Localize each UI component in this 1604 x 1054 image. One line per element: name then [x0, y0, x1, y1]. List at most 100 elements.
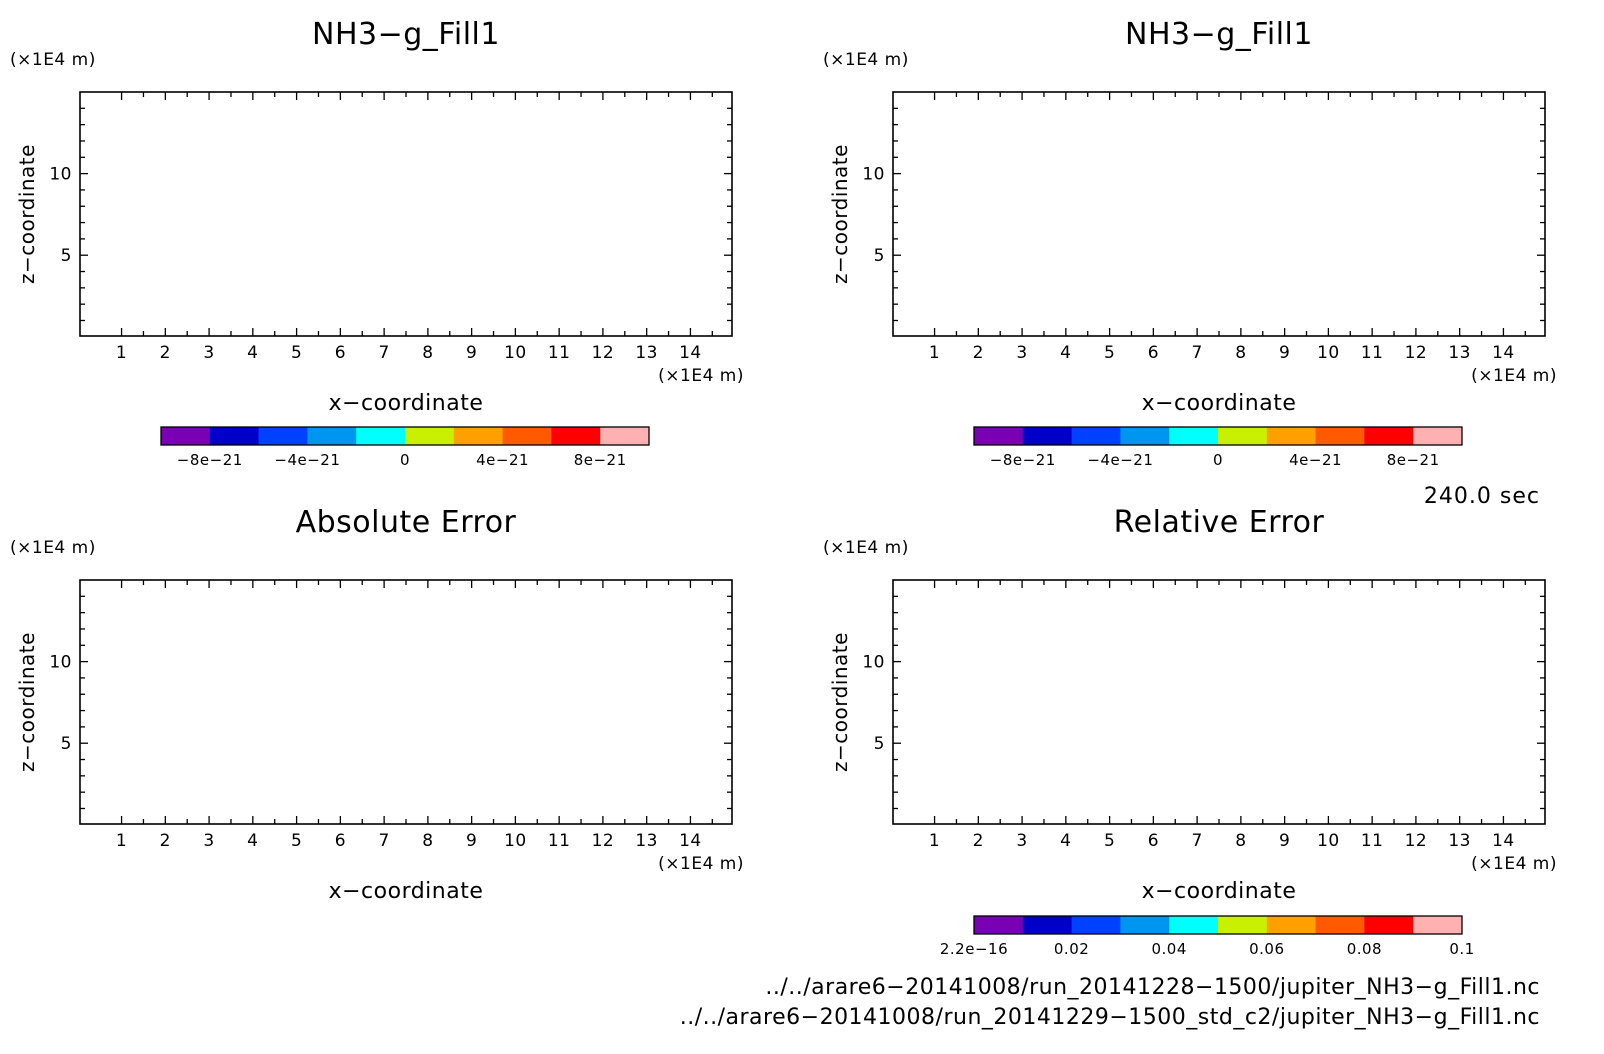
panel-3-x-tick-label: 10: [504, 831, 527, 851]
panel-4-colorbar-swatch: [1266, 916, 1317, 934]
panel-1-y-axis-label: z−coordinate: [15, 144, 39, 284]
panel-3-x-tick-label: 13: [635, 831, 658, 851]
panel-4-colorbar-label: 0.1: [1449, 940, 1474, 958]
panel-2-axes-frame: [892, 91, 1546, 337]
panel-1-colorbar-swatch: [551, 427, 601, 445]
panel-1-colorbar-swatch: [209, 427, 260, 445]
panel-3-y-tick-label: 10: [49, 653, 72, 673]
panel-1-colorbar-label: −8e−21: [177, 451, 243, 469]
panel-1-colorbar-swatch: [161, 427, 211, 445]
panel-1-colorbar-frame: [160, 426, 650, 446]
panel-3-x-unit: (×1E4 m): [658, 854, 744, 874]
panel-2-x-tick-label: 4: [1060, 343, 1071, 363]
panel-4-colorbar-label: 0.04: [1151, 940, 1186, 958]
panel-4-x-tick-label: 14: [1492, 831, 1515, 851]
panel-3-x-tick-label: 3: [203, 831, 214, 851]
panel-1-x-tick-label: 13: [635, 343, 658, 363]
panel-1-x-tick-label: 14: [679, 343, 702, 363]
panel-2-y-unit: (×1E4 m): [823, 50, 909, 70]
panel-1-x-tick-label: 6: [335, 343, 346, 363]
time-label: 240.0 sec: [1423, 484, 1540, 509]
panel-1-colorbar-swatch: [453, 427, 504, 445]
panel-1-x-axis-label: x−coordinate: [329, 391, 484, 416]
panel-4-colorbar-label: 2.2e−16: [940, 940, 1008, 958]
panel-4-x-tick-label: 5: [1104, 831, 1115, 851]
panel-2-colorbar-swatch: [1120, 427, 1170, 445]
panel-1-colorbar-swatch: [405, 427, 455, 445]
panel-4-colorbar-swatch: [1169, 916, 1219, 934]
panel-2-colorbar-label: −4e−21: [1087, 451, 1153, 469]
panel-4-y-tick-label: 5: [874, 734, 885, 754]
panel-1-y-tick-label: 10: [49, 165, 72, 185]
panel-2-x-tick-label: 3: [1016, 343, 1027, 363]
panel-2-colorbar-swatch: [1169, 427, 1219, 445]
panel-2-x-tick-label: 9: [1279, 343, 1290, 363]
panel-2-colorbar-label: 4e−21: [1289, 451, 1342, 469]
panel-2-y-axis-label: z−coordinate: [828, 144, 852, 284]
panel-2-x-tick-label: 6: [1148, 343, 1159, 363]
panel-1-colorbar-swatch: [258, 427, 308, 445]
panel-1-x-tick-label: 11: [548, 343, 571, 363]
panel-1-x-tick-label: 7: [378, 343, 389, 363]
panel-4-colorbar-label: 0.06: [1249, 940, 1284, 958]
panel-3-title: Absolute Error: [296, 505, 517, 540]
panel-1-x-tick-label: 3: [203, 343, 214, 363]
panel-2-x-tick-label: 8: [1235, 343, 1246, 363]
panel-1-x-tick-label: 5: [291, 343, 302, 363]
panel-1-x-tick-label: 9: [466, 343, 477, 363]
panel-4-y-unit: (×1E4 m): [823, 538, 909, 558]
panel-4-x-tick-label: 6: [1148, 831, 1159, 851]
panel-3-x-tick-label: 4: [247, 831, 258, 851]
panel-2-colorbar-swatch: [1266, 427, 1317, 445]
panel-4-colorbar-swatch: [1022, 916, 1073, 934]
panel-1-x-tick-label: 2: [160, 343, 171, 363]
panel-4-x-tick-label: 9: [1279, 831, 1290, 851]
file-path-2: ../../arare6−20141008/run_20141229−1500_…: [679, 1005, 1540, 1030]
panel-1-colorbar-swatch: [600, 427, 650, 445]
panel-2-x-tick-label: 10: [1317, 343, 1340, 363]
panel-1-x-tick-label: 12: [592, 343, 615, 363]
panel-3-x-tick-label: 6: [335, 831, 346, 851]
panel-4-x-tick-label: 1: [929, 831, 940, 851]
panel-2-x-tick-label: 11: [1361, 343, 1384, 363]
panel-2-x-axis-label: x−coordinate: [1142, 391, 1297, 416]
panel-3-x-tick-label: 12: [592, 831, 615, 851]
panel-3-y-tick-label: 5: [61, 734, 72, 754]
panel-2-colorbar-swatch: [974, 427, 1024, 445]
panel-1-colorbar-label: 4e−21: [476, 451, 529, 469]
file-path-1: ../../arare6−20141008/run_20141228−1500/…: [765, 975, 1540, 1000]
panel-2-x-tick-label: 13: [1448, 343, 1471, 363]
panel-1-x-tick-label: 8: [422, 343, 433, 363]
panel-3-axes-frame: [79, 579, 733, 825]
panel-4-axes-frame: [892, 579, 1546, 825]
panel-3-x-tick-label: 1: [116, 831, 127, 851]
panel-2-colorbar-swatch: [1071, 427, 1121, 445]
panel-1-colorbar-label: 8e−21: [574, 451, 627, 469]
panel-3-x-tick-label: 11: [548, 831, 571, 851]
panel-4-colorbar-swatch: [1315, 916, 1365, 934]
panel-4-colorbar-label: 0.08: [1347, 940, 1382, 958]
panel-4-colorbar-swatch: [1413, 916, 1463, 934]
panel-4-colorbar-swatch: [1071, 916, 1121, 934]
panel-3-x-tick-label: 8: [422, 831, 433, 851]
panel-4-x-tick-label: 13: [1448, 831, 1471, 851]
panel-4-x-axis-label: x−coordinate: [1142, 879, 1297, 904]
panel-2-colorbar-label: 8e−21: [1387, 451, 1440, 469]
panel-2-colorbar-frame: [973, 426, 1463, 446]
panel-2-colorbar-swatch: [1364, 427, 1414, 445]
panel-1-axes-frame: [79, 91, 733, 337]
panel-3-y-axis-label: z−coordinate: [15, 632, 39, 772]
panel-4-y-axis-label: z−coordinate: [828, 632, 852, 772]
panel-1-colorbar-swatch: [502, 427, 552, 445]
panel-2-y-tick-label: 5: [874, 246, 885, 266]
panel-2-x-tick-label: 5: [1104, 343, 1115, 363]
panel-4-x-tick-label: 2: [973, 831, 984, 851]
panel-2-colorbar-swatch: [1218, 427, 1268, 445]
panel-2-title: NH3−g_Fill1: [1125, 17, 1313, 52]
panel-3-x-axis-label: x−coordinate: [329, 879, 484, 904]
panel-4-colorbar-frame: [973, 915, 1463, 935]
panel-1-x-tick-label: 10: [504, 343, 527, 363]
panel-2-colorbar-label: −8e−21: [990, 451, 1056, 469]
panel-4-x-tick-label: 12: [1405, 831, 1428, 851]
